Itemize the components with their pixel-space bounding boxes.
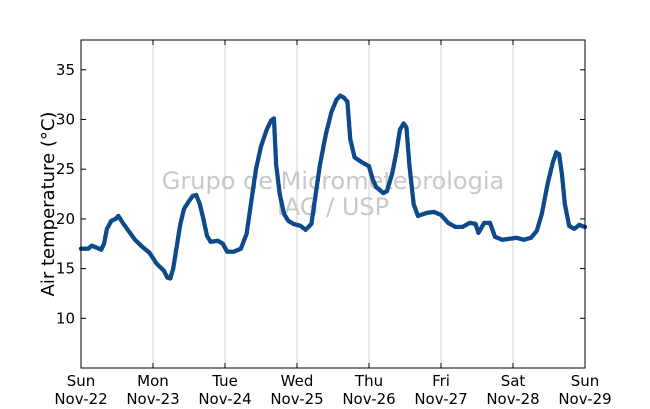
x-tick-label-day: Sat: [501, 372, 526, 390]
x-axis-ticks: SunNov-22MonNov-23TueNov-24WedNov-25ThuN…: [54, 40, 612, 408]
watermark-line-2: IAG / USP: [277, 193, 389, 221]
x-tick-label-day: Mon: [137, 372, 169, 390]
x-tick-label-day: Fri: [432, 372, 450, 390]
gridlines: [152, 40, 514, 368]
x-tick-label-day: Wed: [281, 372, 314, 390]
watermark-line-1: Grupo de Micrometeorologia: [162, 167, 504, 195]
x-tick-label-date: Nov-22: [54, 390, 107, 408]
plot-frame: [80, 39, 586, 369]
y-tick-label: 30: [56, 111, 75, 129]
y-axis-ticks: 10 15 20 25 30 35: [56, 61, 585, 327]
x-tick-label-date: Nov-23: [126, 390, 179, 408]
y-tick-label: 25: [56, 160, 75, 178]
y-tick-label: 10: [56, 309, 75, 327]
x-tick-label-day: Thu: [354, 372, 383, 390]
x-tick-label-day: Sun: [67, 372, 96, 390]
data-series: [78, 93, 588, 281]
y-axis-label: Air temperature (°C): [38, 112, 59, 297]
watermark: Grupo de Micrometeorologia IAG / USP: [162, 167, 504, 221]
x-tick-label-date: Nov-25: [270, 390, 323, 408]
y-tick-label: 35: [56, 61, 75, 79]
x-tick-label-day: Sun: [571, 372, 600, 390]
x-tick-label-date: Nov-24: [198, 390, 251, 408]
x-tick-label-day: Tue: [211, 372, 238, 390]
x-tick-label-date: Nov-27: [414, 390, 467, 408]
x-tick-label-date: Nov-28: [486, 390, 539, 408]
y-tick-label: 15: [56, 260, 75, 278]
y-tick-label: 20: [56, 210, 75, 228]
x-tick-label-date: Nov-26: [342, 390, 395, 408]
x-tick-label-date: Nov-29: [558, 390, 611, 408]
